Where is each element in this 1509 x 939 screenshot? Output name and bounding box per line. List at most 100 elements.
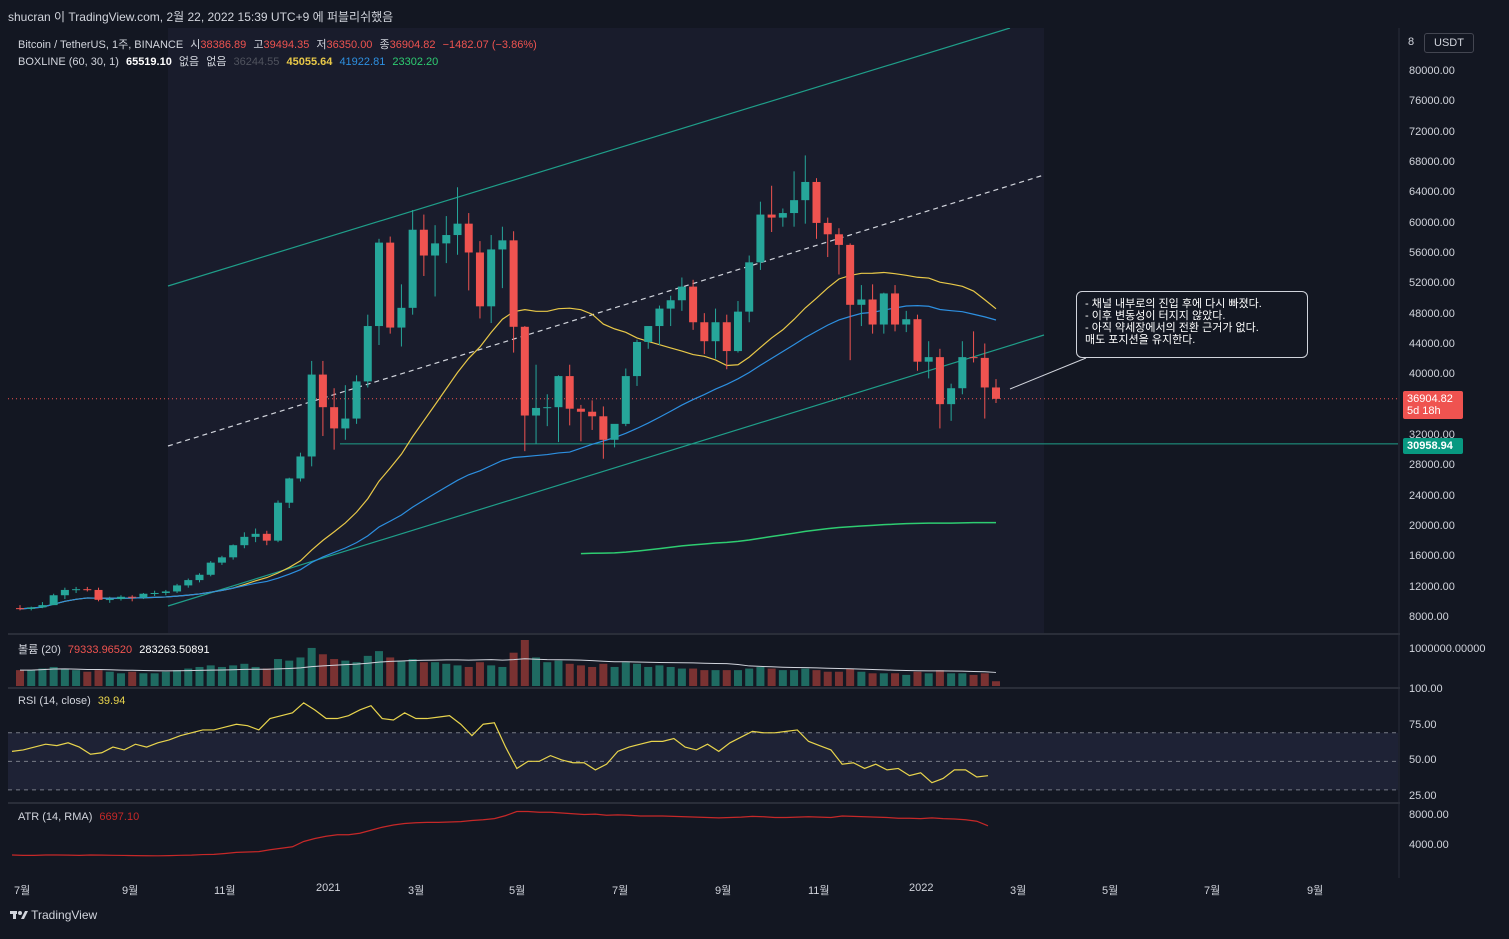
candle-body [442,235,451,244]
volume-name: 볼륨 (20) [18,644,61,656]
candle-body [913,319,922,362]
price-tick-label: 52000.00 [1409,277,1455,290]
chart-canvas[interactable] [0,28,1509,908]
time-tick-label: 2022 [909,882,934,894]
candle-body [576,408,585,412]
legend-close: 36904.82 [389,39,436,51]
volume-bar [442,663,451,686]
volume-sma-line [20,658,997,673]
time-axis[interactable]: 7월 9월 11월 2021 3월 5월 7월 9월 11월 2022 3월 5월 7월 9월 [0,878,1400,900]
candle-body [834,234,843,245]
volume-bar [846,668,855,686]
atr-tick-label: 4000.00 [1409,839,1449,851]
volume-bar [992,681,1000,686]
candle-body [498,240,507,250]
volume-bar [453,665,462,686]
candle-body [891,293,900,325]
candle-body [318,374,327,408]
candle-body [969,357,978,359]
candle-body [453,223,462,236]
legend-atr: ATR (14, RMA) 6697.10 [18,811,143,823]
legend-change: −1482.07 (−3.86%) [442,39,537,51]
volume-bar [16,670,24,686]
candle-body [879,293,888,325]
price-tick-label: 40000.00 [1409,368,1455,381]
last-price-tag: 36904.82 5d 18h [1403,391,1463,419]
candle-body [767,214,776,218]
candle-body [745,262,754,312]
volume-bar [924,673,933,686]
candle-body [240,536,249,546]
currency-button[interactable]: USDT [1424,33,1474,53]
candle-body [924,357,933,362]
price-tick-label: 24000.00 [1409,489,1455,502]
rsi-tick-label: 75.00 [1409,718,1437,731]
volume-bar [543,662,552,686]
volume-bar [958,673,967,686]
candle-body [16,608,24,610]
volume-bar [72,670,81,686]
volume-bar [588,666,597,686]
price-tick-label: 48000.00 [1409,307,1455,320]
candle-body [633,341,642,377]
candle-body [992,387,1000,399]
candle-body [801,181,810,201]
volume-bar [565,663,574,686]
volume-bar [879,673,888,686]
candlesticks [16,155,1000,611]
volume-bar [83,671,92,686]
volume-bar [868,673,877,686]
volume-bar [913,671,922,686]
candle-body [431,243,440,256]
candle-body [958,357,967,389]
price-tick-label: 68000.00 [1409,156,1455,168]
volume-bar [689,668,698,686]
rsi-band-fill [8,732,1398,790]
candle-body [251,533,260,537]
boxline-name: BOXLINE (60, 30, 1) [18,56,119,68]
candle-body [229,545,238,558]
candle-body [733,311,742,352]
volume-bar [666,666,675,686]
candle-body [655,308,664,327]
price-tick-label: 28000.00 [1409,459,1455,472]
volume-bar [498,666,507,686]
channel-upper-line [167,28,1011,287]
candle-body [599,416,608,440]
callout-line-3: - 아직 약세장에서의 전환 근거가 없다. [1085,322,1259,334]
volume-bar [475,662,484,686]
candle-body [363,326,372,382]
volume-bar [195,666,204,686]
candle-body [868,299,877,325]
candle-body [666,300,675,309]
candle-body [610,423,619,440]
volume-bar [386,657,395,686]
price-axis[interactable]: 80000.00 76000.00 72000.00 68000.00 64000.00… [1400,28,1509,878]
volume-bar [431,662,440,686]
price-tick-label: 16000.00 [1409,550,1455,563]
volume-bar [150,673,159,686]
candle-body [644,326,653,342]
candle-body [195,574,204,581]
volume-bar [891,673,900,686]
candle-body [408,229,417,308]
candle-body [419,229,428,256]
volume-bar [677,668,686,686]
candle-body [509,240,518,327]
rsi-tick-label: 25.00 [1409,790,1437,802]
volume-bar [464,666,473,686]
time-tick-label: 5월 [1102,885,1119,897]
callout-line-2: - 이후 변동성이 터지지 않았다. [1085,310,1226,322]
annotation-callout[interactable]: - 채널 내부로의 진입 후에 다시 빠졌다. - 이후 변동성이 터지지 않았… [1076,291,1308,358]
volume-bar [644,666,653,686]
volume-bar [94,670,103,686]
price-tick-label: 72000.00 [1409,125,1455,138]
volume-bar [161,671,170,686]
candle-body [902,319,911,325]
volume-bar [947,673,956,686]
time-tick-label: 11월 [214,885,236,897]
volume-bar [599,663,608,686]
volume-tick-label: 1000000.00000 [1409,643,1486,655]
candle-body [262,533,271,541]
time-tick-label: 9월 [122,885,139,897]
